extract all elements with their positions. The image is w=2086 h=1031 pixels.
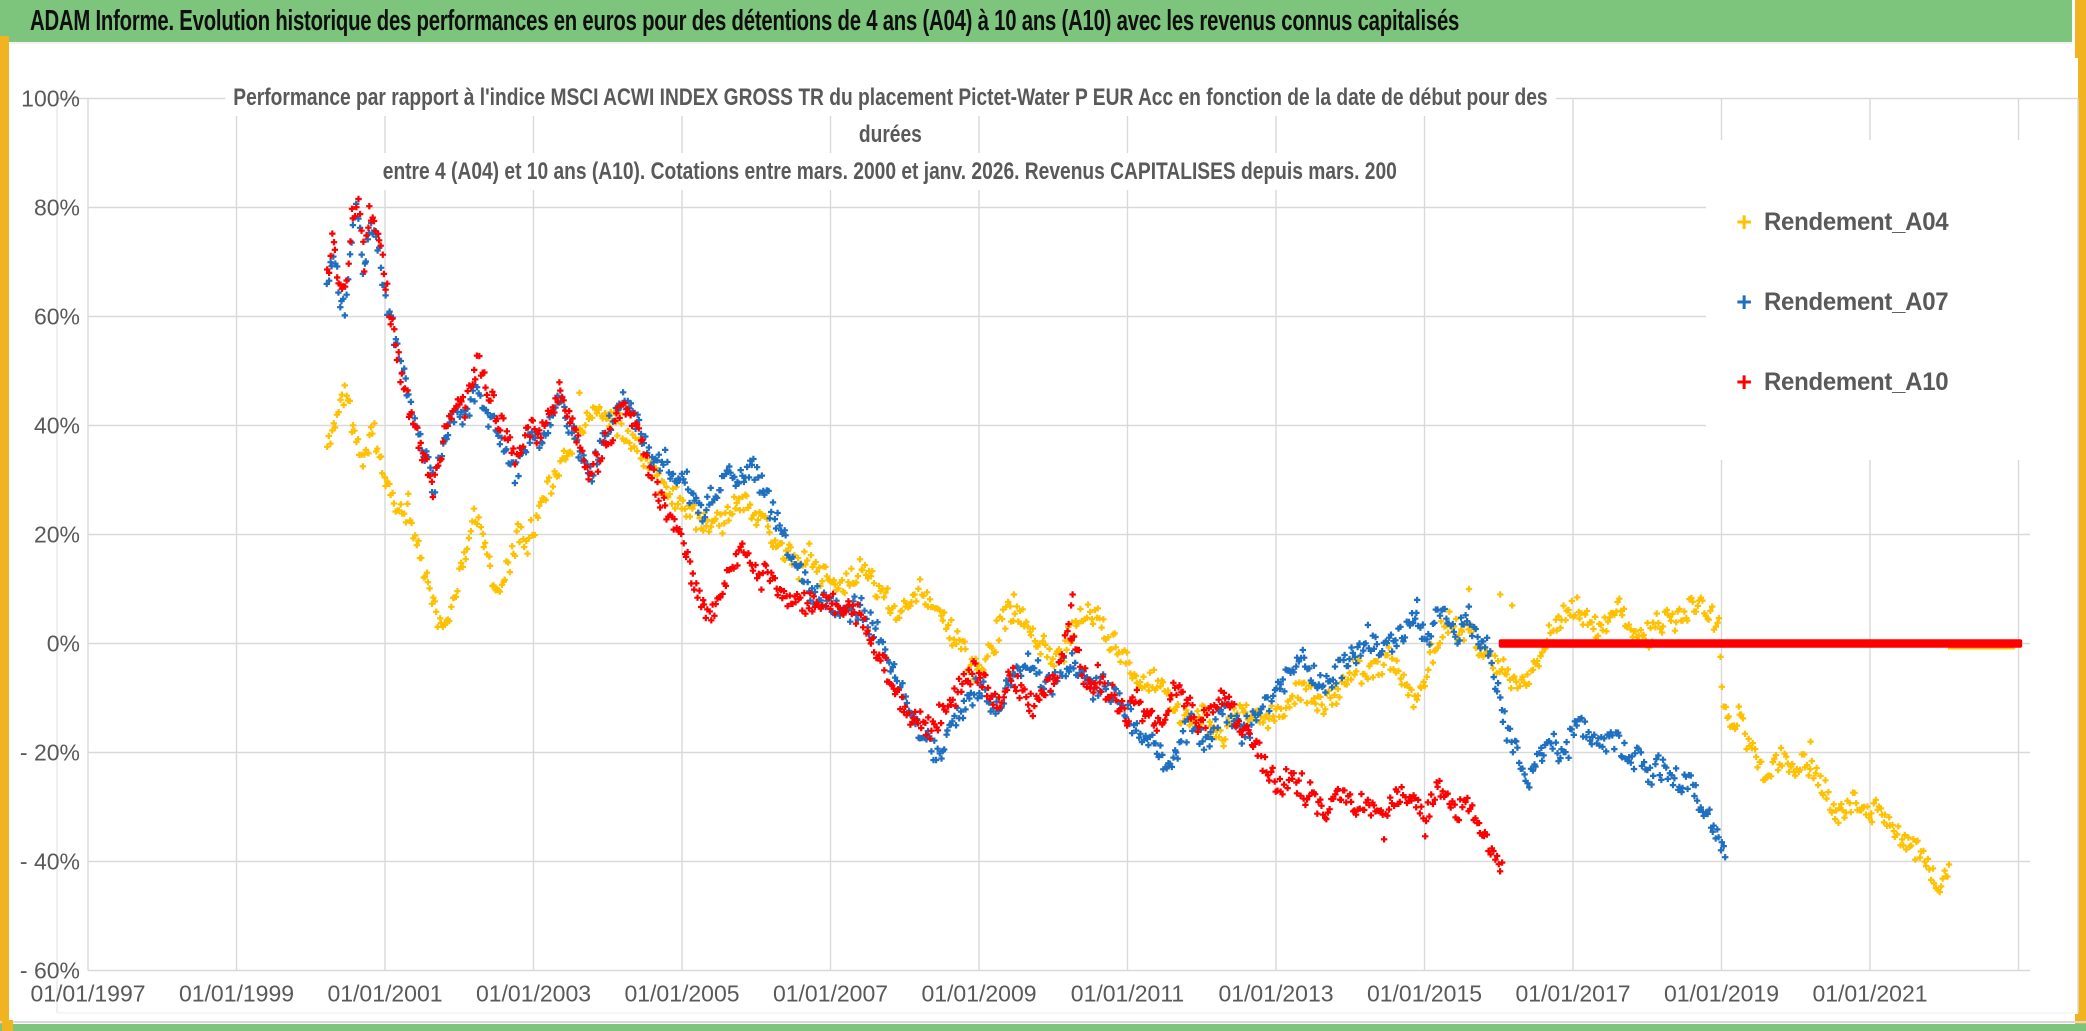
x-axis-label: 01/01/2007 <box>773 981 888 1007</box>
legend-item-rendement-a04[interactable]: + Rendement_A04 <box>1706 198 2077 246</box>
bottom-left-accent <box>2 1020 13 1031</box>
zero-line-rendement-a10 <box>1498 639 2023 648</box>
y-axis-label: 100% <box>21 86 80 112</box>
x-axis-label: 01/01/1999 <box>179 981 294 1007</box>
x-axis-label: 01/01/2005 <box>624 981 739 1007</box>
legend-item-rendement-a07[interactable]: + Rendement_A07 <box>1706 278 2077 326</box>
y-axis-label: 80% <box>34 195 80 221</box>
x-axis-label: 01/01/1997 <box>30 981 145 1007</box>
page-title: ADAM Informe. Evolution historique des p… <box>30 4 1460 37</box>
x-axis-label: 01/01/2019 <box>1664 981 1779 1007</box>
header-bar: ADAM Informe. Evolution historique des p… <box>0 0 2072 44</box>
x-axis-label: 01/01/2009 <box>921 981 1036 1007</box>
legend-item-rendement-a10[interactable]: + Rendement_A10 <box>1706 358 2077 406</box>
y-axis-label: 40% <box>34 413 80 439</box>
bottom-divider <box>0 1021 2086 1023</box>
series-rendement_a04 <box>324 382 1953 896</box>
x-axis-label: 01/01/2015 <box>1367 981 1482 1007</box>
right-edge-accent <box>2075 0 2086 1031</box>
plus-marker-icon: + <box>1736 207 1752 237</box>
x-axis-label: 01/01/2021 <box>1812 981 1927 1007</box>
plus-marker-icon: + <box>1736 367 1752 397</box>
y-axis-label: - 20% <box>20 740 80 766</box>
y-axis-label: - 40% <box>20 849 80 875</box>
y-axis-label: 0% <box>47 631 80 657</box>
y-axis-label: - 60% <box>20 958 80 984</box>
series-rendement_a07 <box>323 200 1729 861</box>
x-axis-label: 01/01/2001 <box>327 981 442 1007</box>
x-axis-label: 01/01/2003 <box>476 981 591 1007</box>
chart-legend: + Rendement_A04 + Rendement_A07 + Rendem… <box>1706 140 2077 460</box>
legend-label: Rendement_A10 <box>1764 367 1949 396</box>
y-axis-label: 60% <box>34 304 80 330</box>
series-rendement_a10 <box>324 195 1506 875</box>
bottom-green-bar <box>0 1024 2086 1031</box>
left-edge-accent <box>0 36 9 1031</box>
plus-marker-icon: + <box>1736 287 1752 317</box>
legend-label: Rendement_A04 <box>1764 207 1949 236</box>
x-axis-label: 01/01/2013 <box>1218 981 1333 1007</box>
y-axis-label: 20% <box>34 522 80 548</box>
x-axis-label: 01/01/2011 <box>1071 981 1184 1007</box>
legend-label: Rendement_A07 <box>1764 287 1949 316</box>
x-axis-label: 01/01/2017 <box>1515 981 1630 1007</box>
